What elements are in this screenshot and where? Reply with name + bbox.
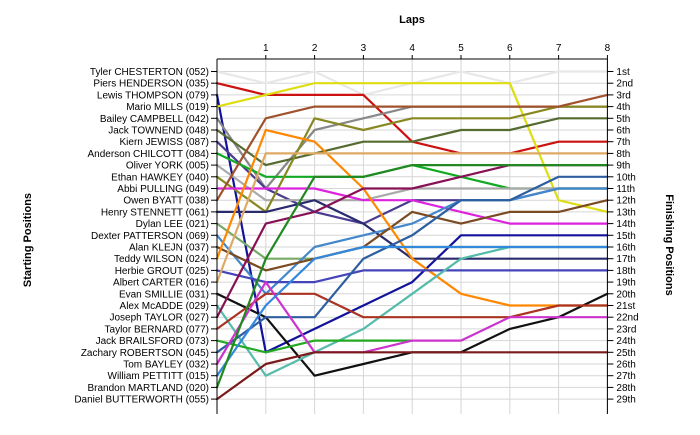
- series-line: [215, 175, 609, 354]
- driver-label: Kiern JEWISS (087): [120, 137, 209, 148]
- series-line: [215, 351, 609, 401]
- series-line: [215, 245, 609, 377]
- position-label: 19th: [616, 278, 635, 289]
- series-line: [215, 105, 609, 213]
- position-label: 21st: [616, 301, 635, 312]
- position-label: 15th: [616, 231, 635, 242]
- driver-label: Daniel BUTTERWORTH (055): [74, 395, 209, 406]
- position-label: 14th: [616, 219, 635, 230]
- position-label: 1st: [616, 67, 630, 78]
- position-label: 22nd: [616, 313, 638, 324]
- position-label: 20th: [616, 289, 635, 300]
- x-axis-title: Laps: [399, 14, 425, 26]
- position-label: 6th: [616, 126, 630, 137]
- driver-label: Piers HENDERSON (035): [93, 79, 209, 90]
- driver-label: Zachary ROBERTSON (045): [81, 348, 209, 359]
- driver-label: Brandon MARTLAND (020): [87, 383, 209, 394]
- lap-label: 6: [507, 43, 513, 54]
- driver-label: Ethan HAWKEY (040): [111, 172, 209, 183]
- series-line: [215, 128, 609, 307]
- position-label: 27th: [616, 371, 635, 382]
- lap-label: 5: [458, 43, 464, 54]
- position-label: 2nd: [616, 79, 633, 90]
- right-axis: 1st2nd3rd4th5th6th7th8th9th10th11th12th1…: [606, 59, 639, 414]
- position-label: 18th: [616, 266, 635, 277]
- position-label: 12th: [616, 196, 635, 207]
- series-line: [215, 281, 609, 366]
- top-axis: 1 2 3 4 5 6 7 8: [217, 43, 611, 60]
- driver-label: Abbi PULLING (049): [117, 184, 209, 195]
- position-label: 26th: [616, 360, 635, 371]
- position-label: 5th: [616, 114, 630, 125]
- position-label: 17th: [616, 254, 635, 265]
- driver-label: Dylan LEE (021): [136, 219, 209, 230]
- driver-label: Taylor BERNARD (077): [105, 324, 209, 335]
- series-line: [215, 292, 609, 330]
- position-label: 7th: [616, 137, 630, 148]
- position-label: 10th: [616, 172, 635, 183]
- series-line: [215, 164, 609, 389]
- driver-label: Herbie GROUT (025): [115, 266, 209, 277]
- right-axis-title: Finishing Positions: [663, 194, 675, 295]
- position-label: 25th: [616, 348, 635, 359]
- driver-label: Tyler CHESTERTON (052): [90, 67, 209, 78]
- lap-label: 7: [556, 43, 562, 54]
- lap-label: 4: [409, 43, 415, 54]
- series-line: [215, 82, 609, 213]
- position-label: 8th: [616, 149, 630, 160]
- series-line: [215, 117, 609, 167]
- position-label: 29th: [616, 395, 635, 406]
- position-label: 13th: [616, 207, 635, 218]
- driver-label: Alex McADDE (029): [120, 301, 209, 312]
- position-label: 9th: [616, 161, 630, 172]
- driver-label: William PETTITT (015): [108, 371, 210, 382]
- driver-label: Owen BYATT (038): [123, 196, 209, 207]
- driver-label: Oliver YORK (005): [126, 161, 209, 172]
- series-line: [215, 339, 414, 354]
- driver-label: Joseph TAYLOR (027): [110, 313, 210, 324]
- driver-label: Jack TOWNEND (048): [108, 126, 209, 137]
- driver-label: Lewis THOMPSON (079): [97, 90, 209, 101]
- position-label: 16th: [616, 243, 635, 254]
- driver-label: Mario MILLS (019): [126, 102, 209, 113]
- position-label: 24th: [616, 336, 635, 347]
- driver-label: Alan KLEJN (037): [129, 243, 209, 254]
- position-label: 4th: [616, 102, 630, 113]
- lap-label: 3: [361, 43, 367, 54]
- lap-label: 2: [312, 43, 318, 54]
- position-label: 28th: [616, 383, 635, 394]
- driver-label: Anderson CHILCOTT (084): [87, 149, 209, 160]
- driver-label: Bailey CAMPBELL (042): [100, 114, 209, 125]
- lap-label: 8: [605, 43, 611, 54]
- driver-label: Evan SMILLIE (031): [119, 289, 209, 300]
- position-label: 11th: [616, 184, 635, 195]
- position-label: 3rd: [616, 90, 630, 101]
- driver-label: Teddy WILSON (024): [114, 254, 209, 265]
- driver-label: Albert CARTER (016): [113, 278, 209, 289]
- position-label: 23rd: [616, 324, 636, 335]
- series-line: [215, 199, 609, 272]
- driver-label: Dexter PATTERSON (069): [91, 231, 209, 242]
- series-line: [215, 93, 609, 202]
- left-axis-title: Starting Positions: [22, 193, 34, 287]
- series-line: [215, 152, 609, 284]
- series-line: [215, 93, 609, 354]
- series-line: [215, 187, 609, 295]
- lap-label: 1: [263, 43, 269, 54]
- left-axis: Tyler CHESTERTON (052)Piers HENDERSON (0…: [74, 59, 218, 414]
- series-line: [215, 269, 609, 284]
- series-line: [215, 187, 609, 225]
- driver-label: Jack BRAILSFORD (073): [96, 336, 209, 347]
- driver-label: Tom BAYLEY (032): [123, 360, 209, 371]
- series-lines: [215, 70, 609, 401]
- driver-label: Henry STENNETT (061): [101, 207, 209, 218]
